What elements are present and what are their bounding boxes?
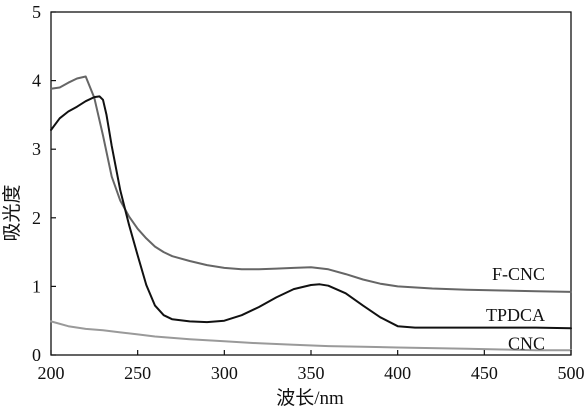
- x-tick-label: 500: [558, 363, 585, 383]
- y-tick-label: 1: [32, 276, 41, 296]
- series-label-f-cnc: F-CNC: [492, 264, 545, 284]
- series-layer: [50, 75, 572, 352]
- label-layer: F-CNC TPDCA CNC: [486, 264, 545, 353]
- series-label-cnc: CNC: [508, 333, 545, 353]
- y-tick-label: 3: [32, 139, 41, 159]
- y-tick-label: 2: [32, 208, 41, 228]
- x-axis-title: 波长/nm: [276, 387, 344, 409]
- plot-area: [50, 11, 572, 356]
- series-line-f-cnc: [50, 75, 572, 293]
- series-line-tpdca: [50, 95, 572, 330]
- x-tick-label: 200: [38, 363, 65, 383]
- series-label-tpdca: TPDCA: [486, 305, 545, 325]
- y-tick-label: 4: [32, 71, 41, 91]
- plot-frame: [50, 11, 572, 356]
- x-tick-label: 400: [384, 363, 411, 383]
- y-tick-label: 5: [32, 2, 41, 22]
- x-tick-label: 450: [471, 363, 498, 383]
- y-tick-label: 0: [32, 345, 41, 365]
- x-tick-label: 250: [124, 363, 151, 383]
- axis-layer: 200 250 300 350 400 450 500 0 1 2 3 4 5: [32, 2, 585, 383]
- x-tick-label: 350: [298, 363, 325, 383]
- x-tick-label: 300: [211, 363, 238, 383]
- y-axis-title: 吸光度: [1, 184, 23, 241]
- series-line-cnc: [50, 320, 572, 352]
